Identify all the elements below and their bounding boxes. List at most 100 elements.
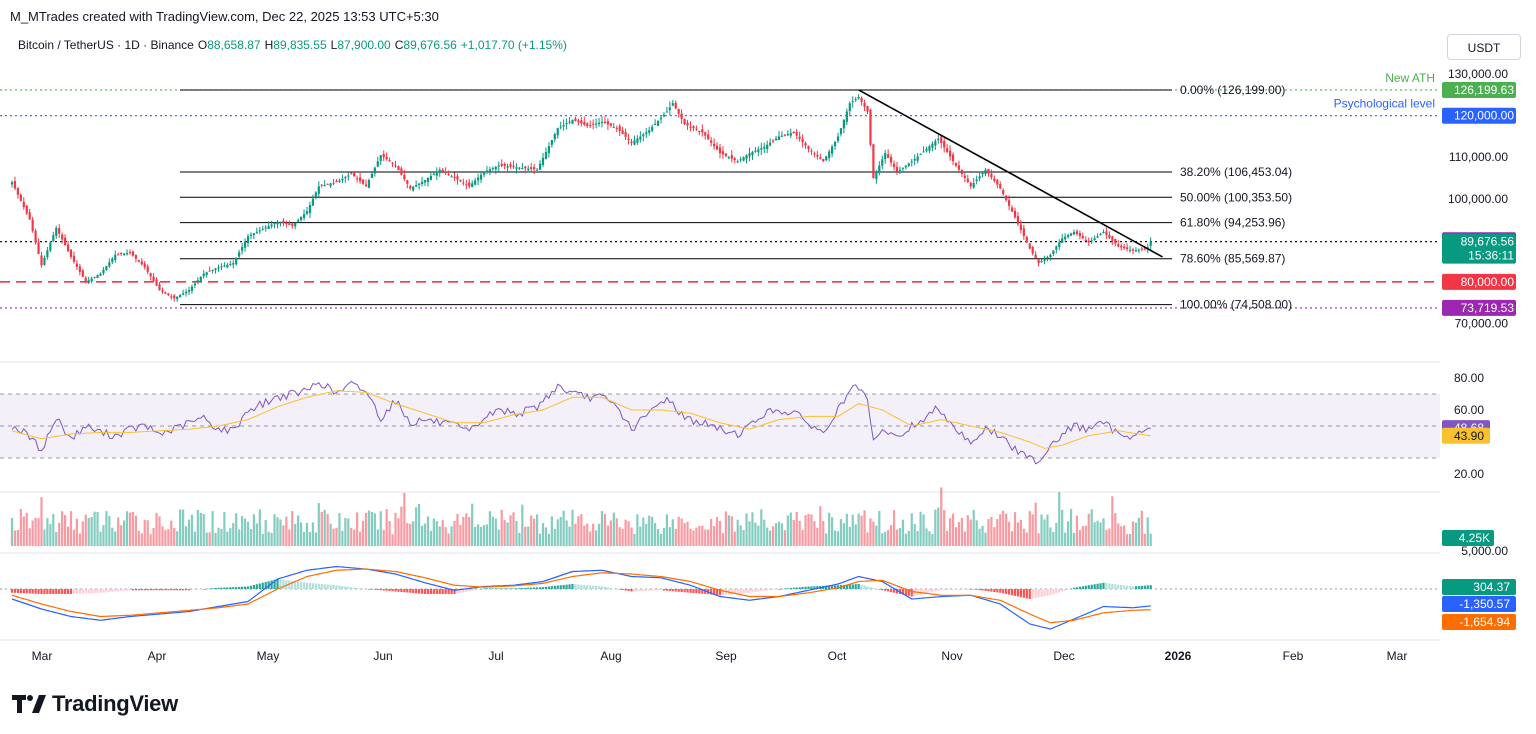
candle-body xyxy=(934,141,937,146)
tradingview-logo[interactable]: TradingView xyxy=(12,691,178,717)
macd-histogram-bar xyxy=(347,586,350,589)
macd-histogram-bar xyxy=(668,589,671,591)
volume-bar xyxy=(530,515,533,546)
macd-histogram-bar xyxy=(137,589,140,591)
macd-histogram-bar xyxy=(769,589,772,591)
volume-bar xyxy=(878,511,881,546)
volume-bar xyxy=(798,520,801,546)
candle-body xyxy=(96,275,99,278)
fib-label-0: 0.00% (126,199.00) xyxy=(1180,83,1285,97)
candle-body xyxy=(64,237,67,246)
volume-bar xyxy=(836,531,840,546)
macd-histogram-bar xyxy=(842,584,845,589)
candle-body xyxy=(819,157,822,159)
macd-histogram-bar xyxy=(114,589,117,592)
volume-bar xyxy=(668,527,671,546)
volume-bar xyxy=(636,514,639,546)
volume-bar xyxy=(444,527,447,546)
volume-bar xyxy=(37,518,40,546)
candle-body xyxy=(583,121,586,125)
candle-body xyxy=(249,234,253,237)
volume-bar xyxy=(648,515,651,546)
macd-histogram-bar xyxy=(1040,589,1043,597)
volume-bar xyxy=(1137,517,1140,546)
volume-bar xyxy=(931,533,934,546)
candle-body xyxy=(798,136,801,139)
candle-body xyxy=(547,145,550,154)
volume-bar xyxy=(152,528,155,546)
macd-histogram-bar xyxy=(665,589,668,591)
macd-histogram-bar xyxy=(382,589,385,591)
candle-body xyxy=(105,266,108,271)
chart-canvas[interactable]: 0.00% (126,199.00) 38.20% (106,453.04) 50.… xyxy=(0,0,1536,680)
candle-body xyxy=(695,128,698,130)
candle-body xyxy=(845,111,848,122)
symbol-info-bar: Bitcoin / TetherUS · 1D · Binance O88,65… xyxy=(18,38,567,52)
macd-histogram-bar xyxy=(426,589,430,594)
macd-histogram-bar xyxy=(636,589,639,592)
candle-body xyxy=(1126,247,1129,250)
time-axis-tick: Jul xyxy=(488,649,503,663)
macd-histogram-bar xyxy=(388,589,391,591)
volume-bar xyxy=(875,525,878,546)
candle-body xyxy=(176,296,179,300)
macd-histogram-bar xyxy=(329,584,332,589)
macd-histogram-bar xyxy=(317,583,320,589)
volume-bar xyxy=(901,519,904,546)
volume-bar xyxy=(406,523,409,546)
macd-histogram-bar xyxy=(450,589,453,594)
candle-body xyxy=(1078,233,1081,237)
volume-bar xyxy=(134,515,137,546)
volume-bar xyxy=(179,509,182,546)
volume-bar xyxy=(692,530,695,546)
volume-bar xyxy=(285,516,288,546)
volume-bar xyxy=(1093,522,1096,546)
candle-body xyxy=(733,158,736,160)
macd-histogram-bar xyxy=(190,589,194,590)
currency-button[interactable]: USDT xyxy=(1447,34,1521,60)
symbol-name[interactable]: Bitcoin / TetherUS · 1D · Binance xyxy=(18,38,194,52)
candle-body xyxy=(892,163,896,168)
candle-body xyxy=(1040,261,1043,263)
candle-body xyxy=(217,267,220,269)
volume-bar xyxy=(1102,518,1105,546)
candle-body xyxy=(1031,246,1034,254)
volume-bar xyxy=(996,519,999,546)
volume-bar xyxy=(848,526,851,546)
candle-body xyxy=(288,223,291,225)
macd-histogram-bar xyxy=(31,589,34,594)
volume-bar xyxy=(972,509,975,546)
candle-body xyxy=(364,184,368,187)
macd-histogram-bar xyxy=(730,589,733,595)
volume-bar xyxy=(881,533,884,546)
candle-body xyxy=(78,266,81,272)
volume-bar xyxy=(774,523,778,546)
candle-body xyxy=(300,217,303,221)
volume-bar xyxy=(123,520,126,546)
candle-body xyxy=(754,150,757,152)
macd-histogram-bar xyxy=(359,588,362,589)
volume-bar xyxy=(984,532,987,546)
candle-body xyxy=(774,138,778,141)
candle-body xyxy=(258,230,261,232)
candle-body xyxy=(772,140,775,142)
macd-histogram-bar xyxy=(931,589,934,593)
macd-histogram-bar xyxy=(904,589,907,596)
volume-bar xyxy=(547,533,550,546)
volume-bar xyxy=(521,504,524,546)
macd-histogram-bar xyxy=(19,589,22,594)
macd-histogram-bar xyxy=(509,588,512,589)
candle-body xyxy=(851,101,854,103)
candle-body xyxy=(683,118,686,124)
candle-body xyxy=(252,233,255,236)
macd-histogram-bar xyxy=(1022,589,1025,598)
candle-body xyxy=(916,156,919,161)
macd-histogram-bar xyxy=(182,589,185,591)
volume-bar xyxy=(28,528,31,546)
macd-histogram-bar xyxy=(453,589,456,594)
volume-bar xyxy=(117,517,120,546)
macd-histogram-bar xyxy=(541,587,545,589)
candle-body xyxy=(901,167,904,169)
volume-bar xyxy=(960,518,963,546)
candle-body xyxy=(1120,245,1123,248)
